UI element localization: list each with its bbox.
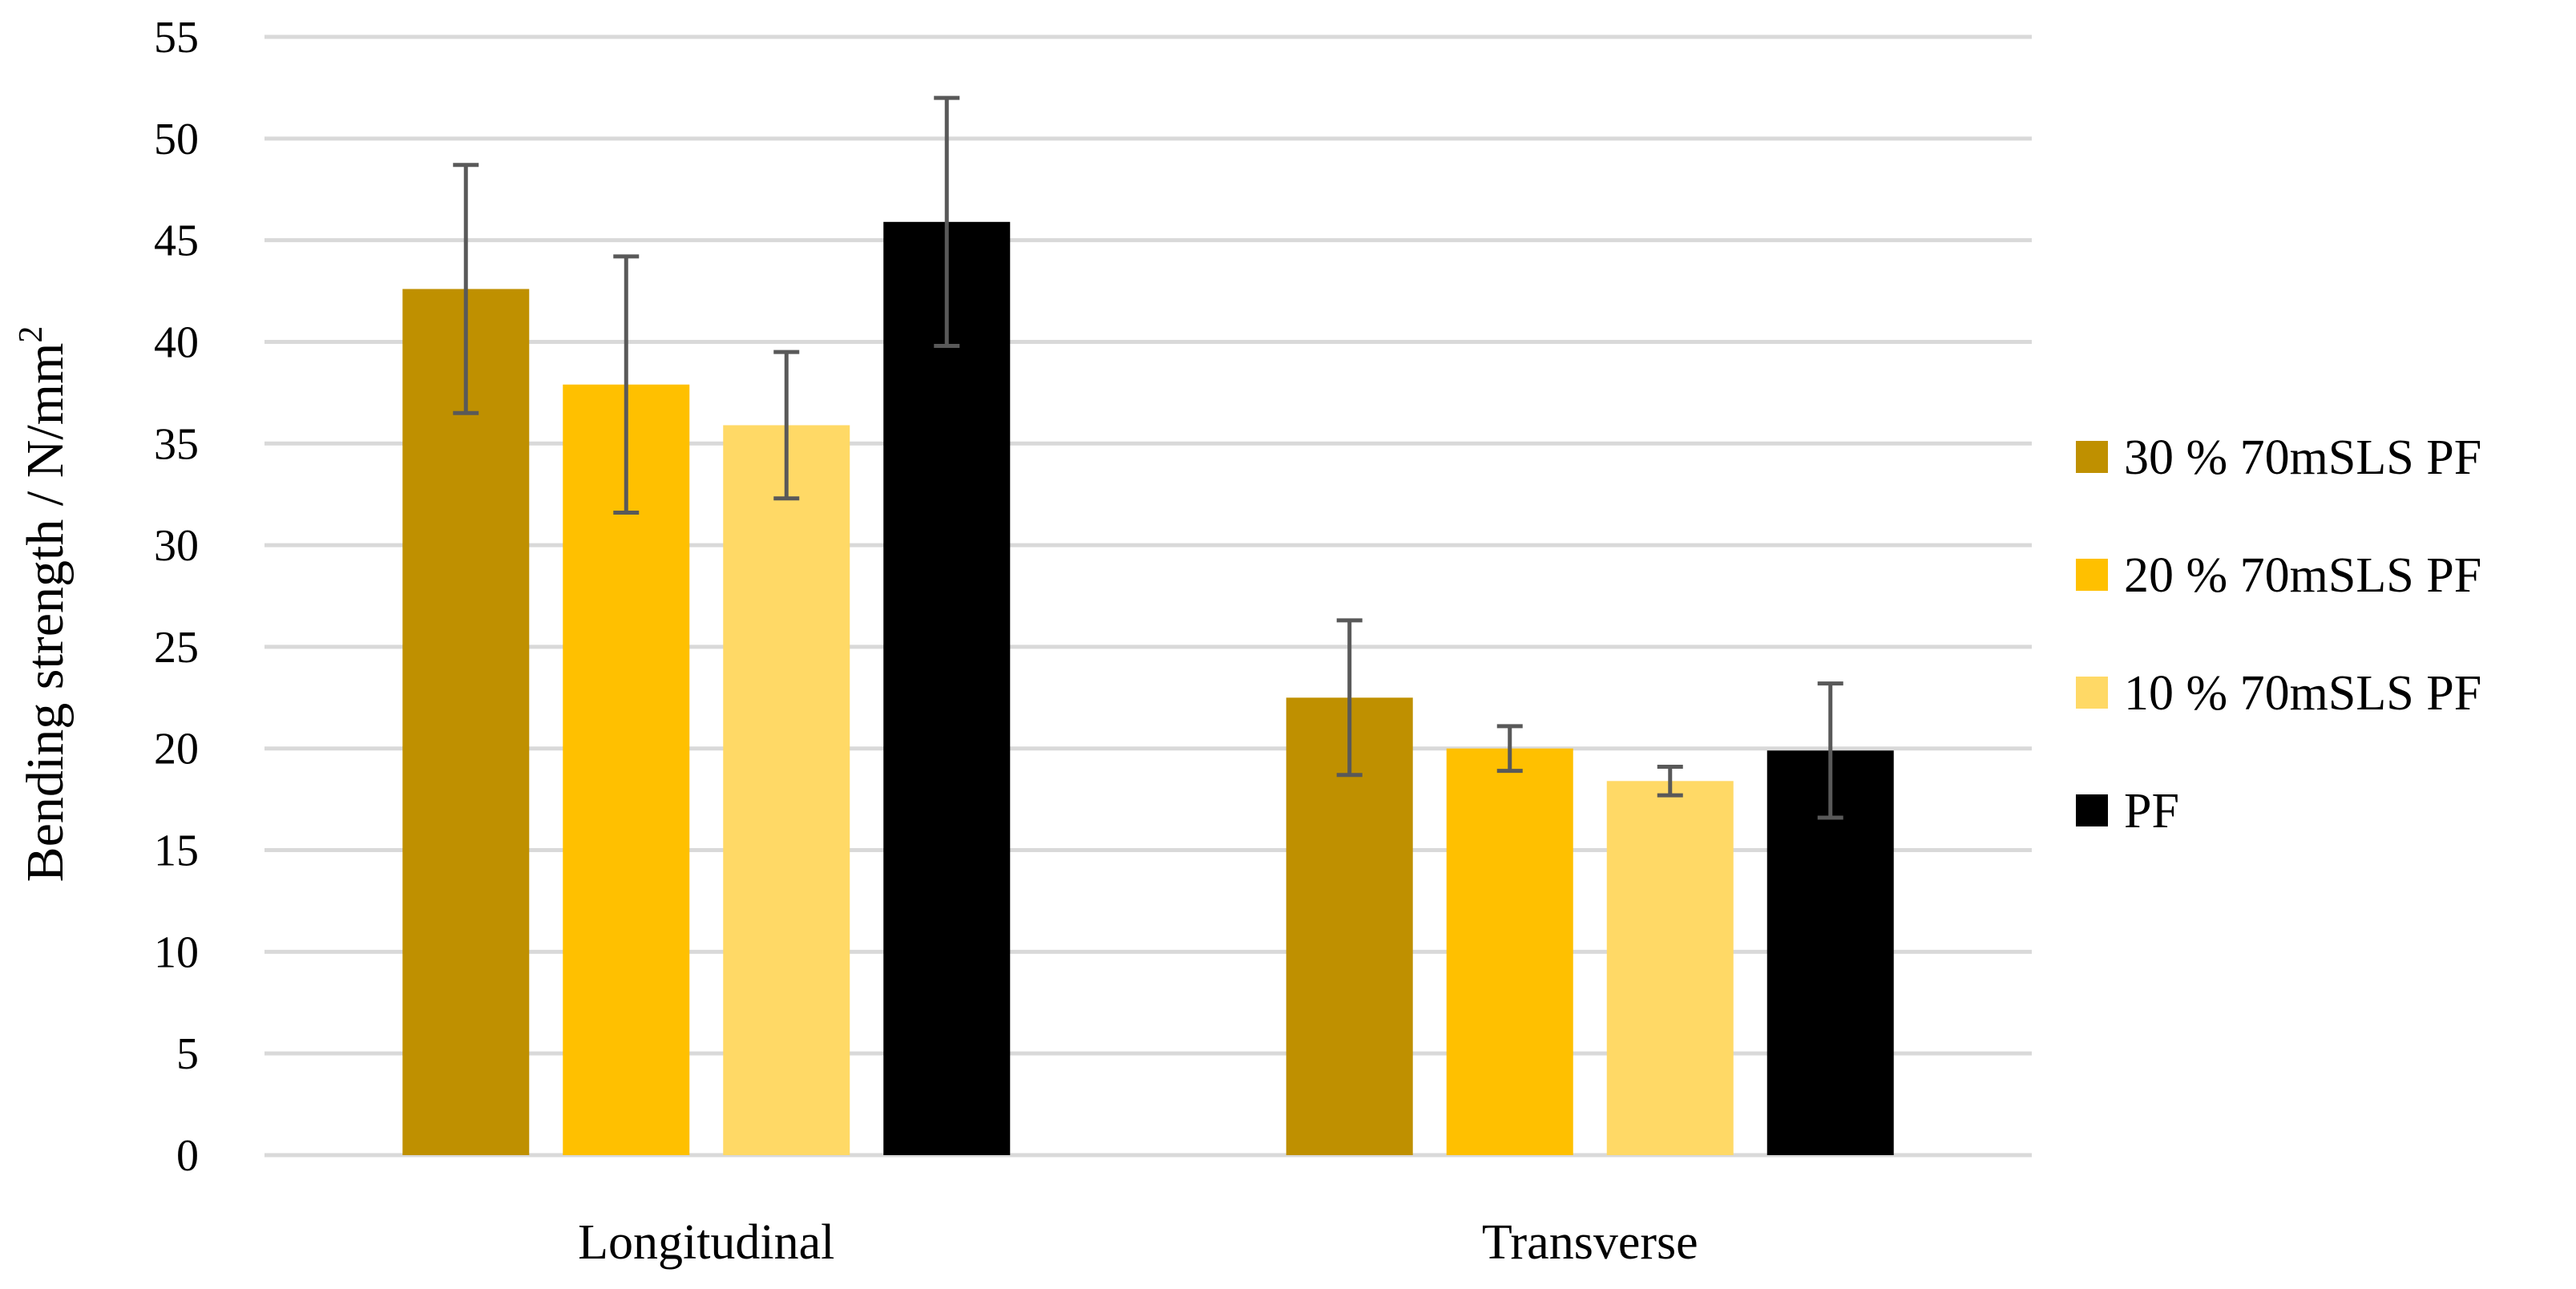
y-tick-label: 25 — [154, 623, 199, 673]
y-tick-label: 40 — [154, 317, 199, 367]
y-tick-label: 45 — [154, 216, 199, 266]
y-axis-title: Bending strength / N/mm2 — [13, 326, 75, 883]
x-tick-label: Longitudinal — [578, 1215, 834, 1270]
error-bars — [453, 95, 1843, 820]
y-axis-ticks: 0 5 10 15 20 25 30 35 40 45 50 55 — [154, 13, 199, 1181]
y-tick-label: 50 — [154, 115, 199, 164]
y-tick-label: 0 — [176, 1131, 199, 1181]
bar — [883, 221, 1011, 1155]
y-tick-label: 55 — [154, 13, 199, 63]
bars — [402, 221, 1894, 1156]
bar — [1446, 748, 1573, 1155]
legend: 30 % 70mSLS PF 20 % 70mSLS PF 10 % 70mSLS … — [2076, 430, 2481, 838]
x-axis-labels: Longitudinal Transverse — [578, 1215, 1698, 1270]
gridlines — [264, 34, 2032, 1158]
legend-label: PF — [2124, 784, 2179, 838]
legend-label: 30 % 70mSLS PF — [2124, 430, 2481, 485]
legend-swatch — [2076, 677, 2108, 709]
bar — [723, 425, 850, 1155]
legend-swatch — [2076, 794, 2108, 826]
x-tick-label: Transverse — [1482, 1215, 1698, 1270]
y-axis-title-text: Bending strength / N/mm — [16, 343, 75, 883]
y-tick-label: 5 — [176, 1029, 199, 1079]
y-axis-title-superscript: 2 — [13, 326, 50, 343]
y-tick-label: 30 — [154, 521, 199, 571]
y-tick-label: 10 — [154, 927, 199, 977]
bar — [402, 289, 530, 1156]
legend-label: 20 % 70mSLS PF — [2124, 548, 2481, 603]
bar — [1606, 781, 1734, 1155]
legend-swatch — [2076, 441, 2108, 473]
legend-swatch — [2076, 559, 2108, 591]
y-tick-label: 20 — [154, 725, 199, 774]
y-tick-label: 15 — [154, 826, 199, 876]
legend-label: 10 % 70mSLS PF — [2124, 666, 2481, 721]
y-tick-label: 35 — [154, 419, 199, 469]
